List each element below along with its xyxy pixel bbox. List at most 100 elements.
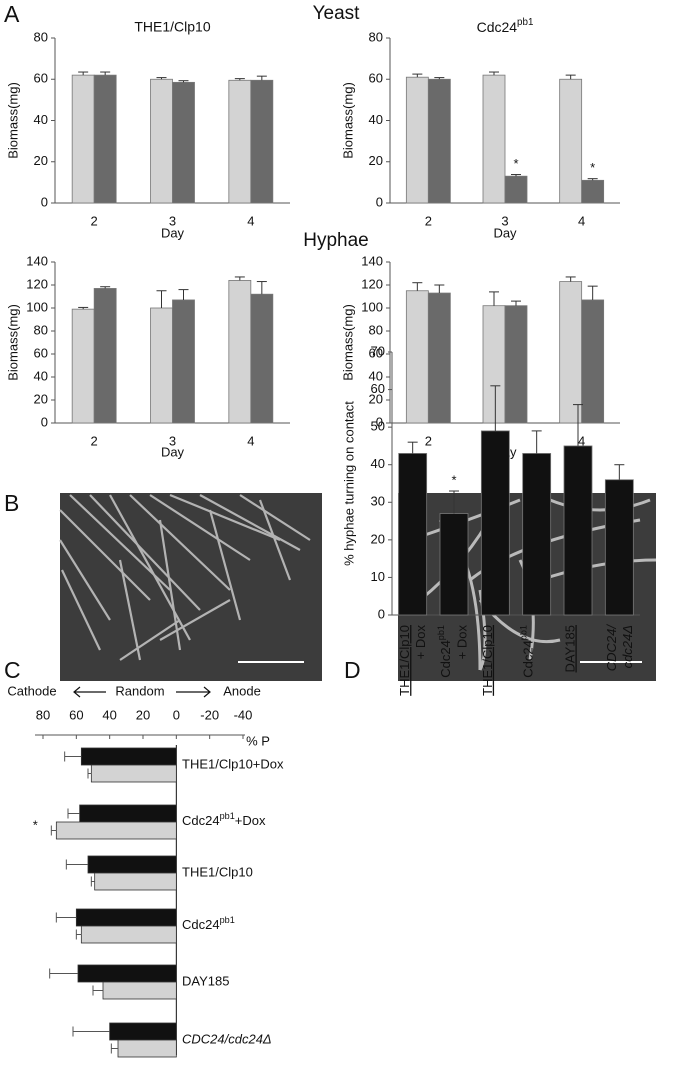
x-axis-label: Day (161, 225, 185, 240)
y-tick-label: 20 (369, 391, 383, 406)
x-tick-label: 2 (91, 433, 98, 448)
x-tick-label: 4 (247, 433, 254, 448)
x-tick-label: + Dox (413, 625, 428, 660)
bar (581, 179, 605, 204)
y-tick-label: 60 (369, 71, 383, 86)
bar (405, 76, 429, 204)
bar (117, 1039, 177, 1058)
y-tick-label: THE1/Clp10+Dox (182, 756, 284, 771)
bar (482, 74, 506, 204)
x-tick-label: CDC24/ (604, 624, 619, 672)
error-bar (565, 276, 576, 282)
bar (75, 908, 177, 927)
x-axis-label: Day (493, 225, 517, 240)
error-bar (489, 291, 499, 306)
bar (250, 79, 274, 204)
error-bar (156, 290, 167, 308)
bar (563, 445, 593, 616)
error-bar (256, 281, 267, 295)
panel-label: B (4, 490, 19, 516)
error-bar (64, 751, 82, 762)
bar (93, 288, 117, 424)
x-tick-label: 40 (102, 707, 116, 722)
x-tick-label-part: pb1 (436, 625, 446, 640)
error-bar (65, 859, 88, 870)
bar (80, 747, 177, 766)
x-axis-label: Day (161, 444, 185, 459)
x-tick-label: -20 (200, 707, 219, 722)
y-tick-label: 60 (369, 345, 383, 360)
x-tick-label: DAY185 (562, 625, 577, 672)
bar (480, 430, 510, 616)
bar (504, 305, 528, 424)
chart-title-part: Cdc24 (477, 19, 518, 35)
x-tick-label-part: Cdc24 (521, 640, 536, 678)
error-bar (587, 178, 598, 181)
error-bar (49, 968, 78, 979)
y-tick-label: THE1/Clp10 (182, 864, 253, 879)
error-bar (78, 71, 89, 76)
direction-label: Random (115, 683, 164, 698)
x-tick-label: 3 (169, 213, 176, 228)
error-bar (412, 282, 423, 291)
error-bar (614, 464, 625, 480)
error-bar (511, 300, 521, 306)
y-tick-label: 120 (361, 276, 383, 291)
bar (427, 292, 451, 424)
bar (90, 764, 177, 783)
y-tick-label: 80 (34, 322, 48, 337)
error-bar (156, 77, 167, 80)
bar (87, 855, 177, 874)
error-bar (489, 71, 499, 76)
bar (150, 307, 173, 424)
bar (71, 308, 95, 424)
error-bar (72, 1026, 110, 1037)
y-tick-label: 20 (369, 153, 383, 168)
y-tick-label: 20 (34, 153, 48, 168)
chart-title: THE1/Clp10 (134, 19, 210, 35)
y-axis-label: Biomass(mg) (5, 304, 20, 381)
significance-mark: * (590, 160, 595, 175)
bar (439, 513, 469, 616)
error-bar (587, 285, 598, 300)
y-tick-label: 0 (41, 414, 48, 429)
error-bar (78, 306, 89, 310)
x-tick-label: 80 (36, 707, 50, 722)
y-tick-label: 40 (34, 368, 48, 383)
error-bar (573, 404, 583, 446)
error-bar (434, 284, 445, 294)
error-bar (90, 876, 95, 887)
chart-title-part: pb1 (517, 17, 533, 28)
y-tick-label-part: pb1 (220, 915, 235, 925)
x-tick-label: 2 (425, 213, 432, 228)
bar (482, 305, 506, 424)
error-bar (407, 441, 418, 454)
bar (172, 81, 195, 204)
y-tick-label: DAY185 (182, 973, 229, 988)
bar (77, 964, 177, 983)
y-tick-label: 20 (371, 531, 385, 546)
error-bar (100, 286, 111, 289)
significance-mark: * (451, 472, 456, 487)
bar (405, 290, 429, 424)
panel-label: A (4, 1, 20, 27)
y-tick-label-part: Cdc24 (182, 813, 220, 828)
y-tick-label: Cdc24pb1+Dox (182, 811, 266, 828)
y-tick-label: 0 (376, 414, 383, 429)
error-bar (234, 78, 245, 81)
significance-mark: * (513, 156, 518, 171)
y-tick-label: 40 (34, 112, 48, 127)
y-tick-label: 40 (369, 368, 383, 383)
bar (102, 981, 177, 1000)
y-tick-label: 10 (371, 569, 385, 584)
x-tick-label: 60 (69, 707, 83, 722)
x-tick-label-part: pb1 (519, 625, 529, 640)
y-tick-label: 60 (371, 381, 385, 396)
x-tick-label: 3 (169, 433, 176, 448)
x-tick-label: Cdc24pb1 (436, 625, 453, 678)
y-tick-label: 140 (361, 253, 383, 268)
error-bar (490, 385, 501, 431)
y-tick-label: 70 (371, 343, 385, 358)
x-tick-label: cdc24Δ (620, 625, 635, 668)
error-bar (511, 174, 521, 177)
